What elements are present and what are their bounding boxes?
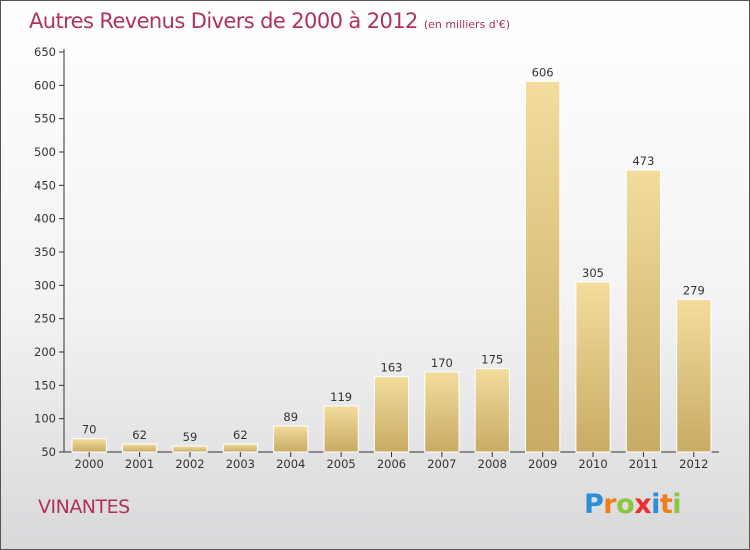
x-tick-label: 2009: [528, 457, 557, 471]
data-label: 170: [431, 356, 453, 370]
data-label: 305: [582, 266, 604, 280]
y-tick-label: 350: [34, 245, 56, 259]
brand-letter: o: [616, 489, 635, 520]
bar-2012: [676, 298, 712, 453]
brand-letter: t: [659, 489, 673, 520]
x-tick-label: 2007: [427, 457, 456, 471]
data-label: 62: [233, 428, 248, 442]
bar-2010: [575, 281, 611, 453]
bar-2006: [373, 376, 410, 453]
x-tick-label: 2004: [276, 457, 305, 471]
y-tick-label: 600: [34, 78, 56, 92]
data-label: 175: [481, 353, 503, 367]
x-tick-label: 2006: [377, 457, 406, 471]
y-tick-label: 650: [34, 45, 56, 59]
chart-title: Autres Revenus Divers de 2000 à 2012 (en …: [29, 9, 510, 33]
x-tick-label: 2001: [125, 457, 154, 471]
bar-2007: [424, 371, 460, 453]
y-tick-label: 500: [34, 145, 56, 159]
brand-letter: i: [651, 489, 660, 520]
chart-title-text: Autres Revenus Divers de 2000 à 2012: [29, 9, 418, 33]
data-label: 473: [632, 154, 654, 168]
data-label: 89: [283, 410, 298, 424]
y-tick-label: 400: [34, 212, 56, 226]
data-label: 59: [183, 430, 198, 444]
x-tick-label: 2000: [75, 457, 104, 471]
x-tick-label: 2010: [578, 457, 607, 471]
x-tick-label: 2011: [629, 457, 658, 471]
bar-2004: [273, 425, 309, 453]
y-tick-label: 250: [34, 312, 56, 326]
x-tick-label: 2012: [679, 457, 708, 471]
data-label: 163: [381, 361, 403, 375]
brand-letter: x: [634, 489, 652, 520]
data-label: 606: [532, 65, 554, 79]
bar-2003: [222, 443, 258, 453]
x-tick-label: 2003: [226, 457, 255, 471]
bar-2000: [71, 438, 107, 453]
y-tick-label: 300: [34, 278, 56, 292]
bar-2005: [323, 405, 359, 453]
chart-unit-label: (en milliers d'€): [423, 18, 511, 31]
y-tick-label: 200: [34, 345, 56, 359]
y-tick-label: 50: [41, 445, 56, 459]
data-label: 119: [330, 390, 352, 404]
data-label: 70: [82, 423, 97, 437]
brand-letter: i: [672, 489, 682, 520]
commune-name: VINANTES: [38, 496, 130, 518]
data-label: 62: [132, 428, 147, 442]
y-tick-label: 550: [34, 112, 56, 126]
x-tick-label: 2008: [478, 457, 507, 471]
bar-2011: [625, 169, 662, 453]
bar-2001: [121, 443, 158, 453]
x-tick-label: 2002: [175, 457, 204, 471]
x-tick-label: 2005: [326, 457, 355, 471]
y-tick-label: 450: [34, 178, 56, 192]
y-tick-label: 150: [34, 378, 56, 392]
brand-letter: r: [603, 489, 617, 520]
bar-2008: [474, 368, 510, 453]
brand-letter: P: [584, 489, 604, 520]
bar-2009: [525, 80, 561, 453]
data-label: 279: [683, 283, 705, 297]
y-tick-label: 100: [34, 412, 56, 426]
brand-logo: Proxiti: [584, 489, 682, 520]
bar-2002: [172, 445, 208, 453]
